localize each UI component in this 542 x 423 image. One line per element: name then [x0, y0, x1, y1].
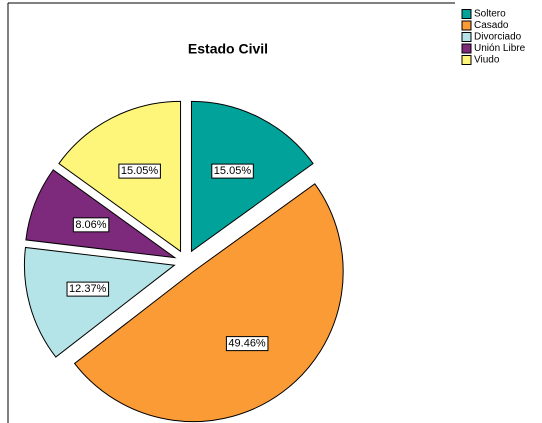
- data-label-box: [211, 163, 254, 179]
- legend-swatch: [461, 32, 472, 42]
- data-label-box: [225, 336, 269, 352]
- pie-slice: [23, 246, 176, 358]
- pie-slice: [25, 169, 177, 259]
- legend-label: Soltero: [474, 9, 506, 20]
- data-label: 49.46%: [228, 338, 266, 350]
- data-label: 15.05%: [214, 165, 252, 177]
- legend-label: Viudo: [474, 55, 500, 66]
- legend-label: Divorciado: [474, 32, 522, 43]
- data-label-box: [66, 281, 110, 297]
- data-label: 8.06%: [75, 219, 106, 231]
- legend-swatch: [461, 55, 472, 65]
- legend-label: Unión Libre: [474, 43, 526, 54]
- legend-swatch: [461, 43, 472, 54]
- data-label-box: [72, 217, 110, 233]
- data-label: 15.05%: [121, 165, 159, 177]
- legend-label: Casado: [474, 20, 509, 31]
- data-label-box: [118, 163, 161, 179]
- data-label: 12.37%: [69, 283, 107, 295]
- legend-swatch: [461, 20, 472, 31]
- chart-title: Estado Civil: [188, 41, 268, 57]
- legend-swatch: [461, 9, 472, 19]
- pie-slice: [73, 183, 344, 423]
